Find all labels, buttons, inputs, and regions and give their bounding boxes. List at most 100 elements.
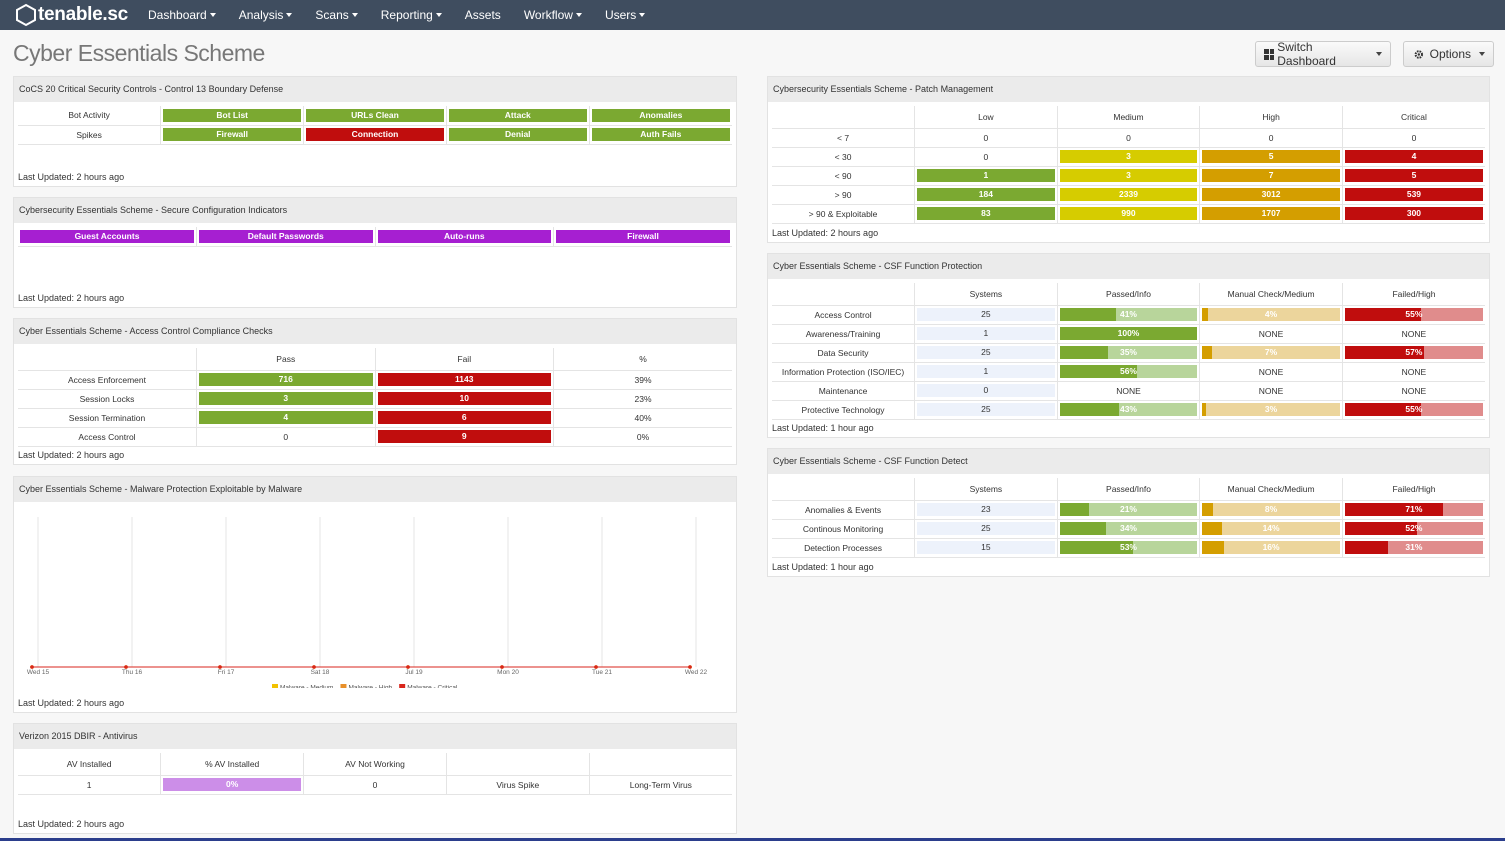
bar-label: 16%: [1262, 542, 1280, 552]
cell-text: 0%: [636, 431, 650, 442]
cell-block: 2339: [1059, 188, 1198, 201]
panel-footer: Last Updated: 1 hour ago: [772, 423, 874, 433]
panel-footer: Last Updated: 2 hours ago: [18, 819, 125, 829]
row: Session Termination 4 6 40%: [18, 408, 732, 428]
bar-fill: [1344, 308, 1421, 321]
cell: URLs Clean: [303, 106, 447, 126]
row: < 7 0 0 0 0: [772, 128, 1485, 148]
cell: 1707: [1199, 204, 1343, 224]
cell: 57%: [1342, 343, 1485, 363]
brand[interactable]: tenable.sc: [14, 3, 148, 27]
table: Systems Passed/Info Manual Check/Medium Fai…: [772, 283, 1485, 420]
header-cell: Critical: [1342, 106, 1485, 129]
nav-item[interactable]: Users: [605, 8, 646, 22]
row-label: Detection Processes: [772, 538, 916, 558]
cell: Attack: [446, 106, 590, 126]
cell-block: 4: [199, 411, 373, 424]
cell: 56%: [1057, 362, 1201, 382]
cell-text: 0: [372, 779, 378, 790]
point: [688, 665, 692, 669]
cell: Default Passwords: [196, 227, 376, 247]
table: Systems Passed/Info Manual Check/Medium Fai…: [772, 478, 1485, 558]
cell: 71%: [1342, 500, 1485, 520]
bar-fill: [1059, 308, 1117, 321]
bar-fill: [1344, 541, 1388, 554]
cell: 3%: [1199, 400, 1343, 420]
row-label: Spikes: [18, 125, 162, 145]
cell: 34%: [1057, 519, 1201, 539]
cell-block: Anomalies: [591, 108, 730, 122]
cell: 23: [914, 500, 1058, 520]
nav-label: Analysis: [238, 8, 284, 22]
cell-block: Firewall: [556, 229, 730, 243]
nav-item[interactable]: Dashboard: [148, 8, 216, 22]
row: Bot Activity Bot List URLs Clean Attack Anom…: [18, 106, 732, 126]
cell: 83: [914, 204, 1058, 224]
percent-bar: 16%: [1202, 541, 1340, 554]
cell: Denial: [446, 125, 590, 145]
caret: [435, 13, 442, 17]
cell-block: 539: [1344, 188, 1483, 201]
row-label: Anomalies & Events: [772, 500, 916, 520]
bar-fill: [1202, 522, 1222, 535]
cell: 14%: [1199, 519, 1343, 539]
header-cell: Systems: [914, 283, 1058, 306]
cell: 39%: [553, 370, 732, 390]
cell: 100%: [1057, 324, 1201, 344]
cell-block: 184: [917, 188, 1055, 201]
row: < 90 1 3 7 5: [772, 166, 1485, 186]
options-button[interactable]: Options: [1403, 41, 1494, 67]
caret: [1376, 52, 1382, 56]
row: Continous Monitoring 25 34% 14% 52%: [772, 519, 1485, 539]
cell: Auto-runs: [375, 227, 554, 247]
cell: 0: [303, 775, 447, 795]
row: Information Protection (ISO/IEC) 1 56% NONE…: [772, 362, 1485, 382]
cell: Bot List: [160, 106, 305, 126]
cell-block: 3: [1059, 150, 1198, 163]
bar-fill: [1344, 346, 1424, 359]
row: < 30 0 3 5 4: [772, 147, 1485, 167]
table: Guest Accounts Default Passwords Auto-runs…: [18, 227, 732, 247]
bar-fill: [1059, 346, 1108, 359]
cell: 3012: [1199, 185, 1343, 205]
percent-bar: 34%: [1059, 522, 1198, 535]
nav-item[interactable]: Workflow: [524, 8, 582, 22]
cell-text: 0: [983, 132, 989, 143]
cell: Connection: [303, 125, 447, 145]
cell-block: 9: [377, 430, 551, 443]
legend-swatch: [340, 684, 347, 688]
row: > 90 184 2339 3012 539: [772, 185, 1485, 205]
header-cell: Systems: [914, 478, 1058, 501]
nav-item[interactable]: Analysis: [239, 8, 293, 22]
row-label: Access Control: [772, 305, 916, 325]
cell-block: 0: [917, 384, 1055, 397]
panel-title: Verizon 2015 DBIR - Antivirus: [14, 724, 736, 749]
percent-bar: 56%: [1059, 365, 1198, 378]
bar-label: 100%: [1117, 328, 1140, 338]
cell: 55%: [1342, 305, 1485, 325]
legend-swatch: [272, 684, 278, 688]
header-cell: Manual Check/Medium: [1199, 283, 1343, 306]
cell-block: 990: [1059, 207, 1198, 220]
panel: Cyber Essentials Scheme - CSF Function P…: [767, 253, 1490, 438]
header-cell: Failed/High: [1342, 478, 1485, 501]
cell-block: 15: [917, 541, 1055, 554]
bar-label: 52%: [1405, 523, 1423, 533]
nav-item[interactable]: Scans: [315, 8, 358, 22]
nav-item[interactable]: Assets: [465, 8, 501, 22]
legend-label: Malware - Critical: [407, 685, 458, 689]
cell: Anomalies: [589, 106, 732, 126]
cell: 0: [1199, 128, 1343, 148]
caret: [575, 13, 582, 17]
cell: NONE: [1342, 362, 1485, 382]
nav-item[interactable]: Reporting: [381, 8, 442, 22]
cell: NONE: [1199, 381, 1343, 401]
cell: 716: [196, 370, 376, 390]
cell: 25: [914, 400, 1058, 420]
percent-bar: 41%: [1059, 308, 1198, 321]
bar-label: 53%: [1119, 542, 1137, 552]
header-cell: Fail: [375, 348, 554, 371]
bar-label: 0%: [226, 779, 239, 789]
switch-dashboard-button[interactable]: Switch Dashboard: [1255, 40, 1391, 68]
cell-block: 1143: [377, 373, 551, 386]
